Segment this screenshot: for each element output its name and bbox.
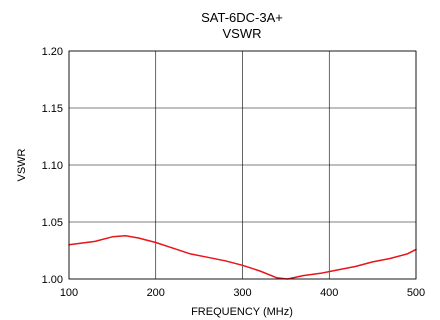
plot-frame — [68, 50, 417, 280]
x-tick-label: 200 — [147, 287, 165, 299]
x-tick-label: 100 — [60, 287, 78, 299]
chart-subtitle: VSWR — [223, 26, 262, 41]
x-tick-label: 300 — [233, 287, 251, 299]
y-tick-label: 1.15 — [42, 103, 63, 115]
x-tick-label: 500 — [407, 287, 425, 299]
x-tick-label: 400 — [320, 287, 338, 299]
y-tick-labels: 1.00 1.05 1.10 1.15 1.20 — [42, 46, 63, 286]
y-tick-label: 1.00 — [42, 274, 63, 286]
y-tick-label: 1.20 — [42, 46, 63, 58]
y-axis-label: VSWR — [16, 148, 28, 181]
x-axis-label: FREQUENCY (MHz) — [191, 306, 293, 318]
y-tick-label: 1.05 — [42, 217, 63, 229]
series-layer — [68, 234, 417, 280]
grid-layer — [68, 50, 417, 280]
y-tick-label: 1.10 — [42, 160, 63, 172]
vswr-series-line — [68, 234, 417, 280]
x-tick-labels: 100 200 300 400 500 — [60, 287, 425, 299]
chart-title: SAT-6DC-3A+ — [201, 10, 283, 25]
